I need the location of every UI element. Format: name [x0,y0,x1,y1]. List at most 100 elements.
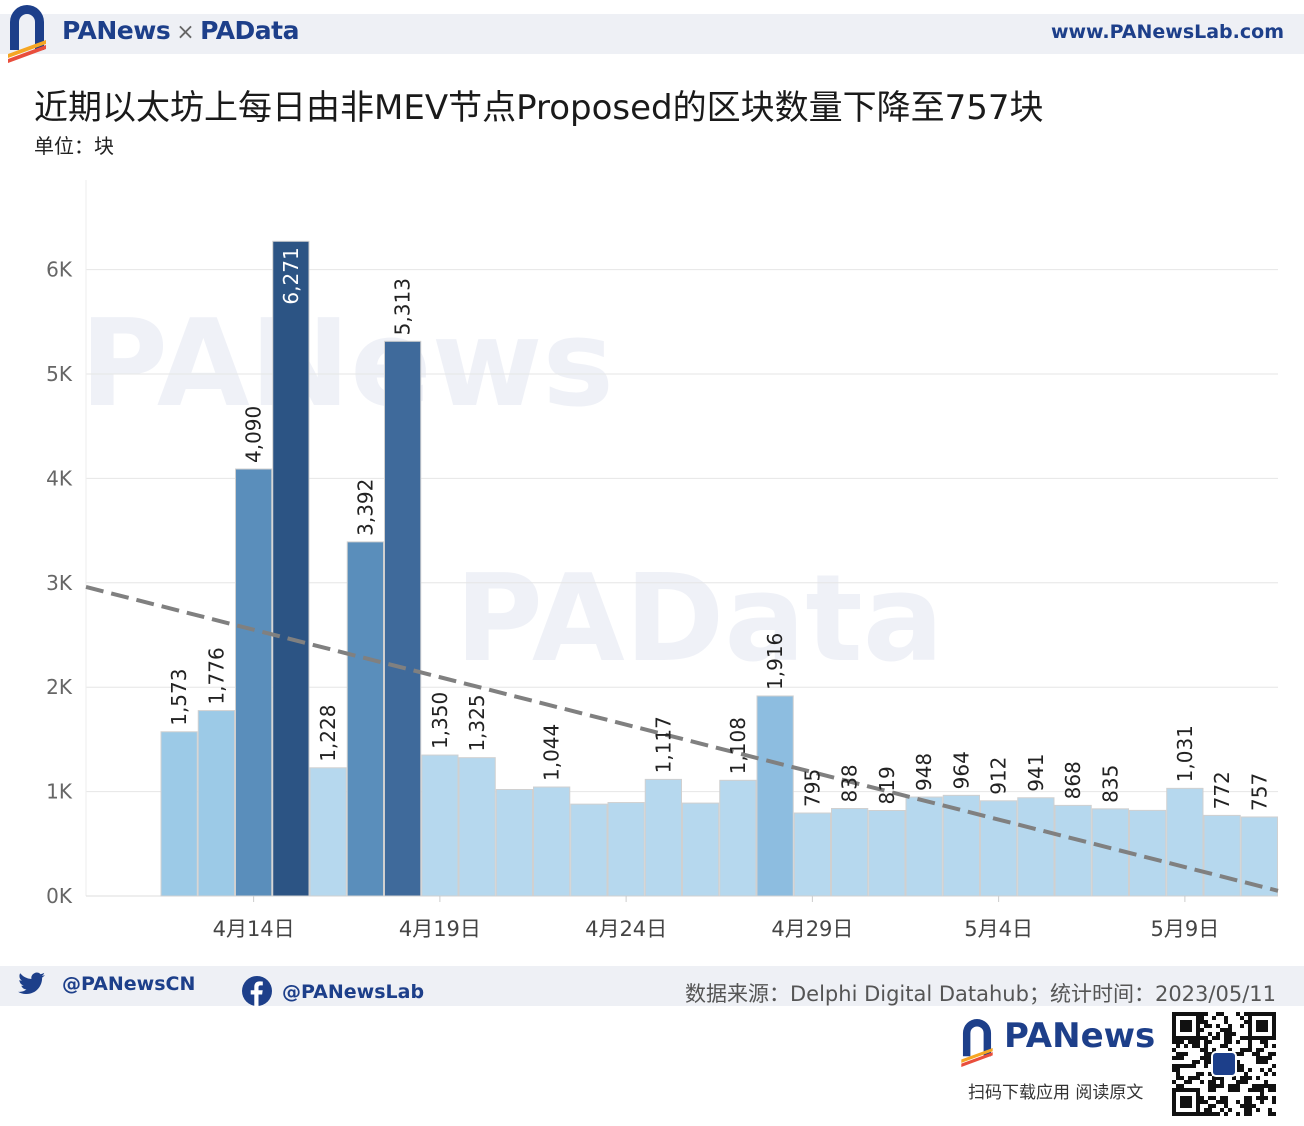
qr-module [1272,1088,1276,1092]
qr-module [1240,1016,1244,1020]
qr-center-logo [1211,1051,1237,1077]
time-value: 2023/05/11 [1154,982,1276,1006]
qr-module [1224,1112,1228,1116]
qr-module [1172,1080,1176,1084]
qr-module [1264,1072,1268,1076]
y-tick-label: 4K [46,466,73,490]
qr-module [1252,1088,1256,1092]
qr-module [1200,1096,1204,1100]
qr-module [1256,1076,1260,1080]
qr-finder-core [1256,1020,1268,1032]
data-label: 835 [1098,765,1122,803]
qr-module [1272,1084,1276,1088]
qr-module [1248,1112,1252,1116]
qr-module [1204,1112,1208,1116]
data-label: 1,350 [428,692,452,749]
qr-module [1216,1100,1220,1104]
qr-module [1236,1040,1240,1044]
qr-module [1204,1064,1208,1068]
qr-module [1268,1108,1272,1112]
qr-module [1260,1096,1264,1100]
qr-module [1224,1104,1228,1108]
qr-code-icon[interactable] [1172,1012,1276,1116]
bar [980,800,1018,897]
qr-module [1224,1100,1228,1104]
qr-module [1176,1044,1180,1048]
x-tick-label: 5月4日 [964,917,1033,941]
site-url[interactable]: www.PANewsLab.com [1050,21,1284,43]
qr-module [1180,1056,1184,1060]
qr-module [1208,1080,1212,1084]
qr-module [1220,1096,1224,1100]
y-tick-label: 2K [46,675,73,699]
qr-module [1208,1072,1212,1076]
source-value: Delphi Digital Datahub [790,982,1029,1006]
bar [235,468,273,897]
bar [719,779,757,897]
qr-module [1228,1048,1232,1052]
qr-module [1240,1068,1244,1072]
data-label: 4,090 [242,406,266,463]
qr-module [1256,1096,1260,1100]
qr-module [1176,1052,1180,1056]
qr-module [1244,1108,1248,1112]
qr-module [1204,1044,1208,1048]
qr-module [1256,1052,1260,1056]
x-tick-label: 5月9日 [1151,917,1220,941]
watermark-panews: PANews [80,295,614,434]
qr-module [1196,1060,1200,1064]
qr-module [1240,1052,1244,1056]
qr-module [1208,1052,1212,1056]
qr-module [1272,1100,1276,1104]
qr-module [1188,1076,1192,1080]
qr-module [1236,1084,1240,1088]
brand-panews: PANews [62,16,171,45]
qr-module [1236,1064,1240,1068]
qr-finder-core [1180,1020,1192,1032]
qr-module [1232,1088,1236,1092]
data-label: 1,916 [763,633,787,690]
qr-module [1216,1084,1220,1088]
qr-module [1236,1052,1240,1056]
qr-module [1192,1044,1196,1048]
qr-module [1228,1028,1232,1032]
qr-module [1212,1016,1216,1020]
qr-module [1184,1052,1188,1056]
qr-module [1184,1064,1188,1068]
x-tick-label: 4月24日 [585,917,667,941]
qr-module [1216,1036,1220,1040]
x-tick-label: 4月19日 [399,917,481,941]
twitter-handle[interactable]: @PANewsCN [18,972,195,995]
qr-module [1212,1036,1216,1040]
qr-module [1208,1060,1212,1064]
qr-module [1256,1056,1260,1060]
qr-module [1204,1100,1208,1104]
qr-finder-core [1180,1096,1192,1108]
facebook-handle-text: @PANewsLab [282,981,425,1003]
qr-module [1212,1112,1216,1116]
qr-module [1176,1040,1180,1044]
qr-module [1224,1044,1228,1048]
bar-chart: PANews PAData 0K 1K 2K 3K 4K 5K 6K 1,573 1,776 4,… [46,180,1279,941]
qr-module [1176,1068,1180,1072]
x-tick-label: 4月14日 [213,917,295,941]
qr-module [1244,1112,1248,1116]
watermark-padata: PAData [455,550,944,689]
data-label: 1,044 [540,724,564,781]
qr-module [1204,1012,1208,1016]
facebook-handle[interactable]: @PANewsLab [242,976,424,1006]
qr-module [1264,1040,1268,1044]
bar [272,240,310,897]
qr-module [1248,1068,1252,1072]
qr-module [1180,1064,1184,1068]
y-axis-ticks: 0K 1K 2K 3K 4K 5K 6K [46,258,73,908]
qr-module [1180,1040,1184,1044]
watermarks: PANews PAData [80,295,944,689]
qr-module [1180,1084,1184,1088]
data-label: 868 [1061,761,1085,799]
qr-module [1208,1040,1212,1044]
qr-module [1188,1064,1192,1068]
qr-module [1272,1044,1276,1048]
qr-module [1260,1040,1264,1044]
qr-module [1232,1032,1236,1036]
